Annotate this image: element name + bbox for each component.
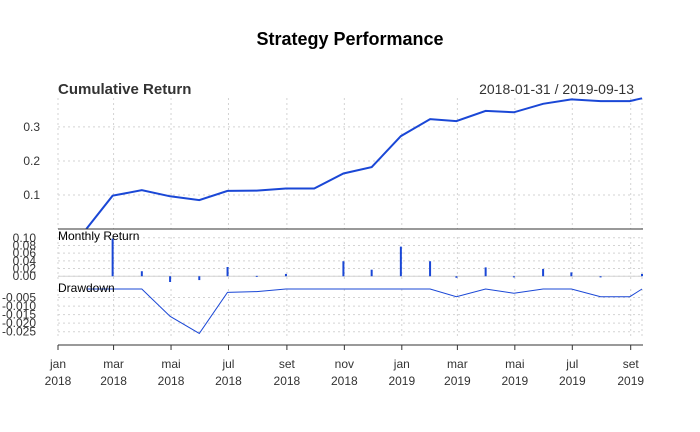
monthly-return-panel: 0.000.020.040.060.080.10 [13, 231, 643, 283]
x-tick-label-year: 2019 [501, 374, 528, 388]
monthly-return-bar [512, 276, 515, 278]
x-tick-label-month: mar [103, 357, 124, 371]
x-tick-label-month: set [279, 357, 296, 371]
x-tick-label-year: 2019 [388, 374, 415, 388]
x-tick-label-month: set [623, 357, 640, 371]
x-tick-label-year: 2018 [274, 374, 301, 388]
monthly-return-bar [599, 276, 602, 278]
monthly-return-bar [429, 261, 432, 277]
x-tick-label-year: 2018 [158, 374, 185, 388]
x-tick-label-month: jul [221, 357, 234, 371]
x-tick-label-year: 2019 [617, 374, 644, 388]
y-tick-label: -0.015 [2, 308, 36, 322]
chart-title: Strategy Performance [256, 29, 443, 49]
monthly-return-bar [111, 238, 114, 277]
y-tick-label: 0.3 [23, 120, 40, 134]
x-tick-label-month: jan [393, 357, 410, 371]
x-tick-label-month: nov [335, 357, 354, 371]
y-tick-label: -0.005 [2, 291, 36, 305]
monthly-return-bar [255, 275, 258, 277]
y-tick-label: 0.2 [23, 154, 40, 168]
x-tick-label-month: jan [49, 357, 66, 371]
y-tick-label: 0.04 [13, 254, 37, 268]
x-tick-label-month: mai [161, 357, 180, 371]
monthly-return-bar [342, 261, 345, 277]
date-range-label: 2018-01-31 / 2019-09-13 [479, 81, 634, 97]
drawdown-title: Drawdown [58, 281, 115, 295]
y-tick-label: 0.00 [13, 269, 37, 283]
drawdown-line [86, 288, 643, 335]
x-axis: jan 2018 mar 2018 mai 2018 jul 2018 set 2018 nov 20… [45, 228, 644, 388]
y-tick-label: 0.02 [13, 262, 37, 276]
cumulative-return-line [85, 97, 643, 230]
monthly-return-bar [226, 267, 229, 277]
x-tick-label-year: 2018 [45, 374, 72, 388]
cumulative-return-panel: 0.1 0.2 0.3 [23, 97, 643, 230]
monthly-return-bar [570, 272, 573, 277]
x-tick-label-year: 2018 [331, 374, 358, 388]
monthly-return-bar [542, 268, 545, 277]
monthly-return-bar [399, 246, 402, 277]
monthly-return-bar [169, 276, 172, 282]
y-tick-label: -0.025 [2, 325, 36, 339]
monthly-return-bar [370, 269, 373, 277]
monthly-return-bar [641, 273, 643, 277]
drawdown-panel: -0.005-0.010-0.015-0.020-0.025 [2, 288, 643, 339]
x-tick-label-month: mar [447, 357, 468, 371]
y-tick-label: -0.020 [2, 316, 36, 330]
monthly-return-bar [140, 271, 143, 277]
y-tick-label: 0.10 [13, 231, 37, 245]
x-tick-label-year: 2018 [215, 374, 242, 388]
y-tick-label: 0.06 [13, 246, 37, 260]
x-tick-label-year: 2019 [559, 374, 586, 388]
x-tick-label-month: jul [565, 357, 578, 371]
x-tick-label-year: 2019 [444, 374, 471, 388]
monthly-return-bar [455, 276, 458, 278]
monthly-return-title: Monthly Return [58, 229, 139, 243]
monthly-return-bar [284, 273, 287, 277]
cumulative-return-title: Cumulative Return [58, 81, 191, 98]
y-tick-label: 0.1 [23, 188, 40, 202]
y-tick-label: 0.08 [13, 238, 37, 252]
x-tick-label-year: 2018 [100, 374, 127, 388]
y-tick-label: -0.010 [2, 299, 36, 313]
monthly-return-bar [198, 276, 201, 281]
x-tick-label-month: mai [505, 357, 524, 371]
monthly-return-bar [484, 267, 487, 277]
